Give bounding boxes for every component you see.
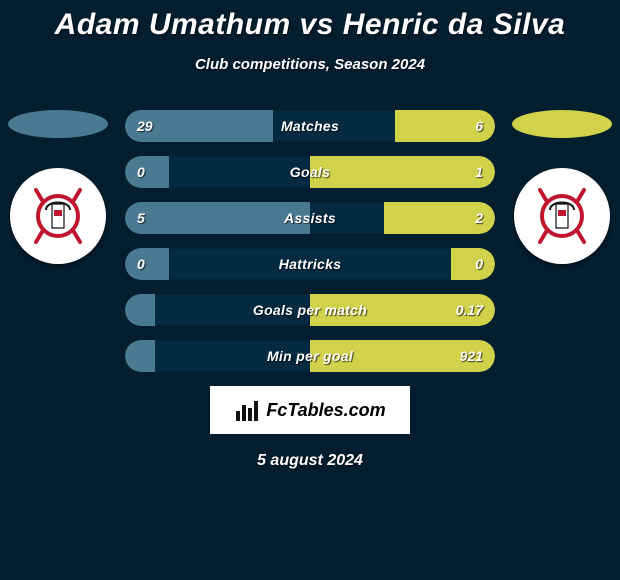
- stat-label: Min per goal: [125, 340, 495, 372]
- stat-label: Matches: [125, 110, 495, 142]
- stat-row: 01Goals: [125, 156, 495, 188]
- stat-row: 296Matches: [125, 110, 495, 142]
- page-title: Adam Umathum vs Henric da Silva: [0, 0, 620, 42]
- right-color-ellipse: [512, 110, 612, 138]
- club-crest-icon: [22, 180, 94, 252]
- left-color-ellipse: [8, 110, 108, 138]
- right-club-badge: [514, 168, 610, 264]
- subtitle: Club competitions, Season 2024: [0, 56, 620, 73]
- stat-row: 00Hattricks: [125, 248, 495, 280]
- stat-label: Goals per match: [125, 294, 495, 326]
- stat-row: 921Min per goal: [125, 340, 495, 372]
- stat-row: 52Assists: [125, 202, 495, 234]
- stat-label: Hattricks: [125, 248, 495, 280]
- stat-row: 0.17Goals per match: [125, 294, 495, 326]
- left-club-badge: [10, 168, 106, 264]
- date-line: 5 august 2024: [0, 452, 620, 470]
- brand-box: FcTables.com: [210, 386, 410, 434]
- stat-label: Goals: [125, 156, 495, 188]
- club-crest-icon: [526, 180, 598, 252]
- brand-logo-icon: [234, 397, 260, 423]
- left-player-stack: [8, 110, 108, 264]
- comparison-chart: 296Matches 01Goals 52Assists 00Hattricks 0.1…: [0, 110, 620, 470]
- stat-rows: 296Matches 01Goals 52Assists 00Hattricks 0.1…: [125, 110, 495, 372]
- stat-label: Assists: [125, 202, 495, 234]
- right-player-stack: [512, 110, 612, 264]
- brand-text: FcTables.com: [266, 400, 385, 421]
